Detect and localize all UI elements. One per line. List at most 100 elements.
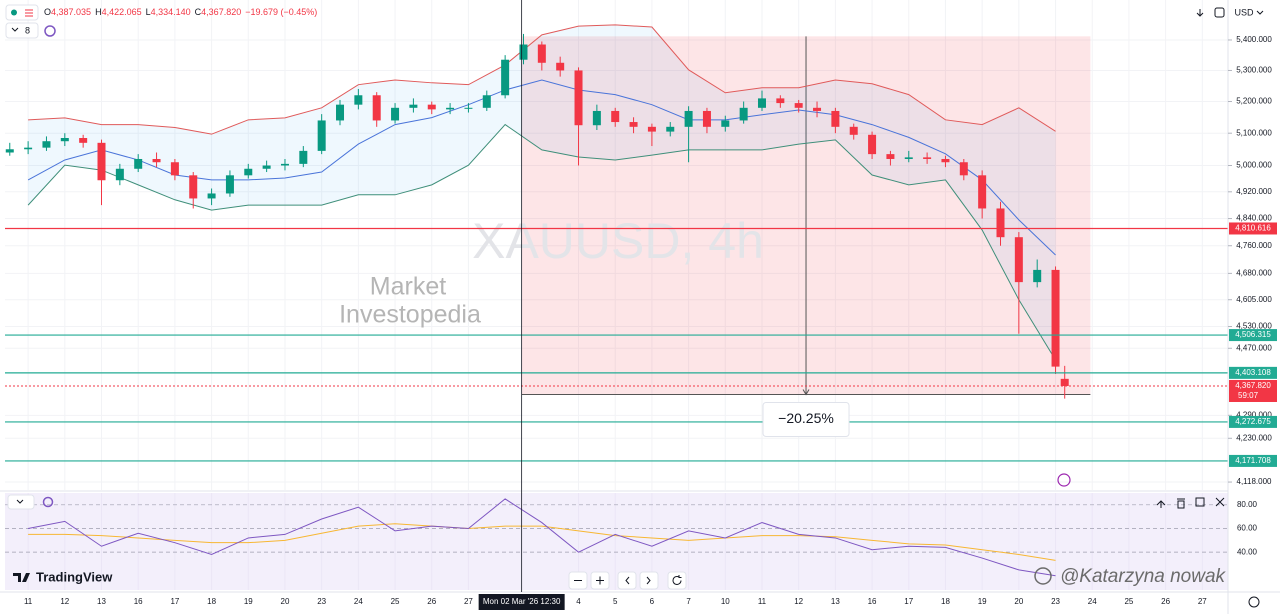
plus-icon <box>596 576 604 585</box>
candle-body <box>134 158 143 169</box>
candle-body <box>886 154 895 159</box>
ohlc-key: C <box>195 7 202 17</box>
price-label: 4,171.708 <box>1235 456 1271 465</box>
indicator-icon[interactable] <box>44 25 56 37</box>
rsi-ma <box>28 523 1056 561</box>
branding: TradingView @Katarzyna nowak <box>13 566 1227 587</box>
candle-body <box>904 157 913 159</box>
candle-body <box>556 62 565 71</box>
settings-icon[interactable] <box>1214 7 1225 18</box>
currency[interactable]: USD <box>1234 7 1254 17</box>
ohlc-key: H <box>95 7 102 17</box>
scroll-right-button[interactable] <box>639 571 659 590</box>
reset-button[interactable] <box>667 571 687 590</box>
price-label-box <box>1229 379 1277 402</box>
event-icon[interactable] <box>1057 473 1071 487</box>
candle-body <box>225 175 234 194</box>
candle-body <box>207 193 216 199</box>
candle-body <box>519 44 528 60</box>
x-tick-label: 6 <box>650 597 655 606</box>
candle-body <box>391 107 400 121</box>
candle-body <box>776 98 785 104</box>
indicator-icon[interactable] <box>42 496 54 508</box>
rsi-line <box>28 498 1056 577</box>
x-tick-label: 4 <box>576 597 581 606</box>
legend-toggle[interactable] <box>5 4 39 21</box>
scroll-left-button[interactable] <box>617 571 637 590</box>
candle-body <box>152 158 161 163</box>
y-tick-label: 4,605.000 <box>1236 295 1272 304</box>
legend: O4,387.035 H4,422.065 L4,334.140 C4,367.820… <box>5 4 317 39</box>
candle-body <box>757 98 766 108</box>
candle-body <box>831 110 840 127</box>
delete-icon[interactable] <box>1177 498 1185 509</box>
x-tick-label: 27 <box>464 597 473 606</box>
indicators-toggle[interactable] <box>5 22 39 39</box>
brand-watermark: Investopedia <box>339 301 481 329</box>
x-tick-label: 20 <box>1014 597 1023 606</box>
candle-body <box>446 107 455 110</box>
indicator-count: 8 <box>25 25 30 35</box>
band-lower <box>27 123 1056 361</box>
settings-icon[interactable] <box>1248 596 1260 608</box>
y-tick-label: 4,840.000 <box>1236 214 1272 223</box>
chevron-icon <box>11 27 19 32</box>
band-middle <box>27 79 1056 256</box>
candle-body <box>574 70 583 126</box>
candle-body <box>79 138 88 143</box>
candle-body <box>336 104 345 121</box>
y-tick-label: 5,300.000 <box>1236 66 1272 75</box>
x-tick-label: 7 <box>686 597 691 606</box>
candle-body <box>537 44 546 63</box>
band-upper <box>28 24 1056 135</box>
y-tick-label: 4,920.000 <box>1236 187 1272 196</box>
candle-body <box>42 141 51 148</box>
price-label: 4,810.616 <box>1235 224 1271 233</box>
rsi-tick-label: 60.00 <box>1237 524 1258 533</box>
ohlc-value: 4,387.035 <box>51 7 91 17</box>
reset-icon <box>672 575 682 585</box>
price-label-box <box>1229 329 1277 342</box>
brand-watermark: Market <box>370 273 446 301</box>
chevron-icon <box>1256 10 1264 15</box>
candle-body <box>647 126 656 132</box>
range-label: −20.25% <box>778 410 834 426</box>
left-icon <box>625 576 630 585</box>
y-tick-label: 4,230.000 <box>1236 433 1272 442</box>
candle-body <box>170 162 179 176</box>
x-tick-label: 12 <box>794 597 803 606</box>
candle-body <box>592 110 601 126</box>
x-tick-label: 11 <box>24 597 33 606</box>
candle-body <box>317 120 326 151</box>
plot-layer <box>5 24 1228 577</box>
download-icon[interactable] <box>1196 9 1204 17</box>
countdown: 59:07 <box>1238 391 1259 400</box>
rsi-tick-label: 80.00 <box>1237 500 1258 509</box>
ohlc-value: 4,367.820 <box>201 7 241 17</box>
candle-body <box>1051 269 1060 367</box>
y-tick-label: 4,470.000 <box>1236 343 1272 352</box>
candle-body <box>959 162 968 176</box>
candle-body <box>280 163 289 166</box>
y-tick-label: 5,100.000 <box>1236 128 1272 137</box>
y-tick-label: 4,118.000 <box>1237 477 1273 486</box>
candle-body <box>684 110 693 127</box>
candle-body <box>372 95 381 121</box>
candle-body <box>702 110 711 127</box>
candle-body <box>1060 378 1069 386</box>
maximize-icon[interactable] <box>1195 497 1205 507</box>
candle-body <box>996 208 1005 238</box>
close-icon[interactable] <box>1215 497 1225 507</box>
x-tick-label: 23 <box>317 597 326 606</box>
x-tick-label: 17 <box>904 597 913 606</box>
rsi-pane <box>5 493 1228 590</box>
x-tick-label: 19 <box>244 597 253 606</box>
y-tick-label: 4,760.000 <box>1236 241 1272 250</box>
x-tick-label: 13 <box>97 597 106 606</box>
price-label-box <box>1229 366 1277 379</box>
candle-body <box>794 103 803 108</box>
rsi-controls <box>7 494 1225 510</box>
move-up-icon[interactable] <box>1156 500 1166 508</box>
price-label-box <box>1229 454 1277 467</box>
